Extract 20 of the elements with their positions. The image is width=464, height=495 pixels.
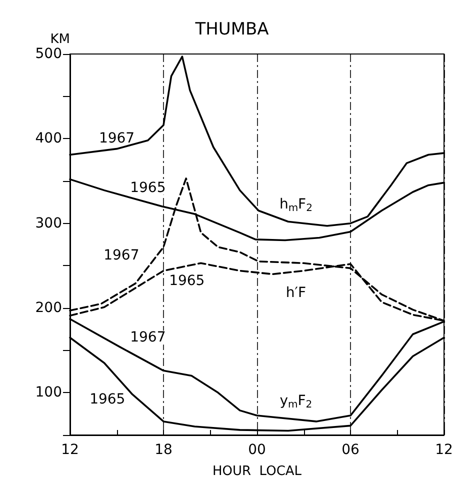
annotation: 1967 bbox=[104, 248, 140, 264]
y-tick-label: 100 bbox=[35, 384, 62, 401]
annotation: 1967 bbox=[98, 130, 135, 147]
x-tick-label: 12 bbox=[61, 442, 79, 458]
x-tick-label: 12 bbox=[435, 442, 453, 458]
annotation: 1965 bbox=[90, 391, 126, 408]
y-axis-title: KM bbox=[50, 32, 70, 47]
annotation: 1965 bbox=[130, 180, 166, 196]
annotation: 1965 bbox=[169, 272, 205, 289]
y-tick-label: 300 bbox=[35, 215, 62, 232]
x-tick-label: 18 bbox=[154, 442, 172, 458]
annotation: 1967 bbox=[130, 330, 166, 346]
y-tick-label: 400 bbox=[35, 130, 62, 147]
annotation: h′F bbox=[286, 284, 306, 301]
x-tick-label: 00 bbox=[248, 442, 266, 458]
y-tick-label: 200 bbox=[35, 300, 62, 316]
x-tick-label: 06 bbox=[342, 442, 360, 458]
chart-title: THUMBA bbox=[194, 20, 270, 40]
x-axis-title: HOUR LOCAL bbox=[212, 464, 302, 479]
y-tick-label: 500 bbox=[35, 46, 62, 62]
